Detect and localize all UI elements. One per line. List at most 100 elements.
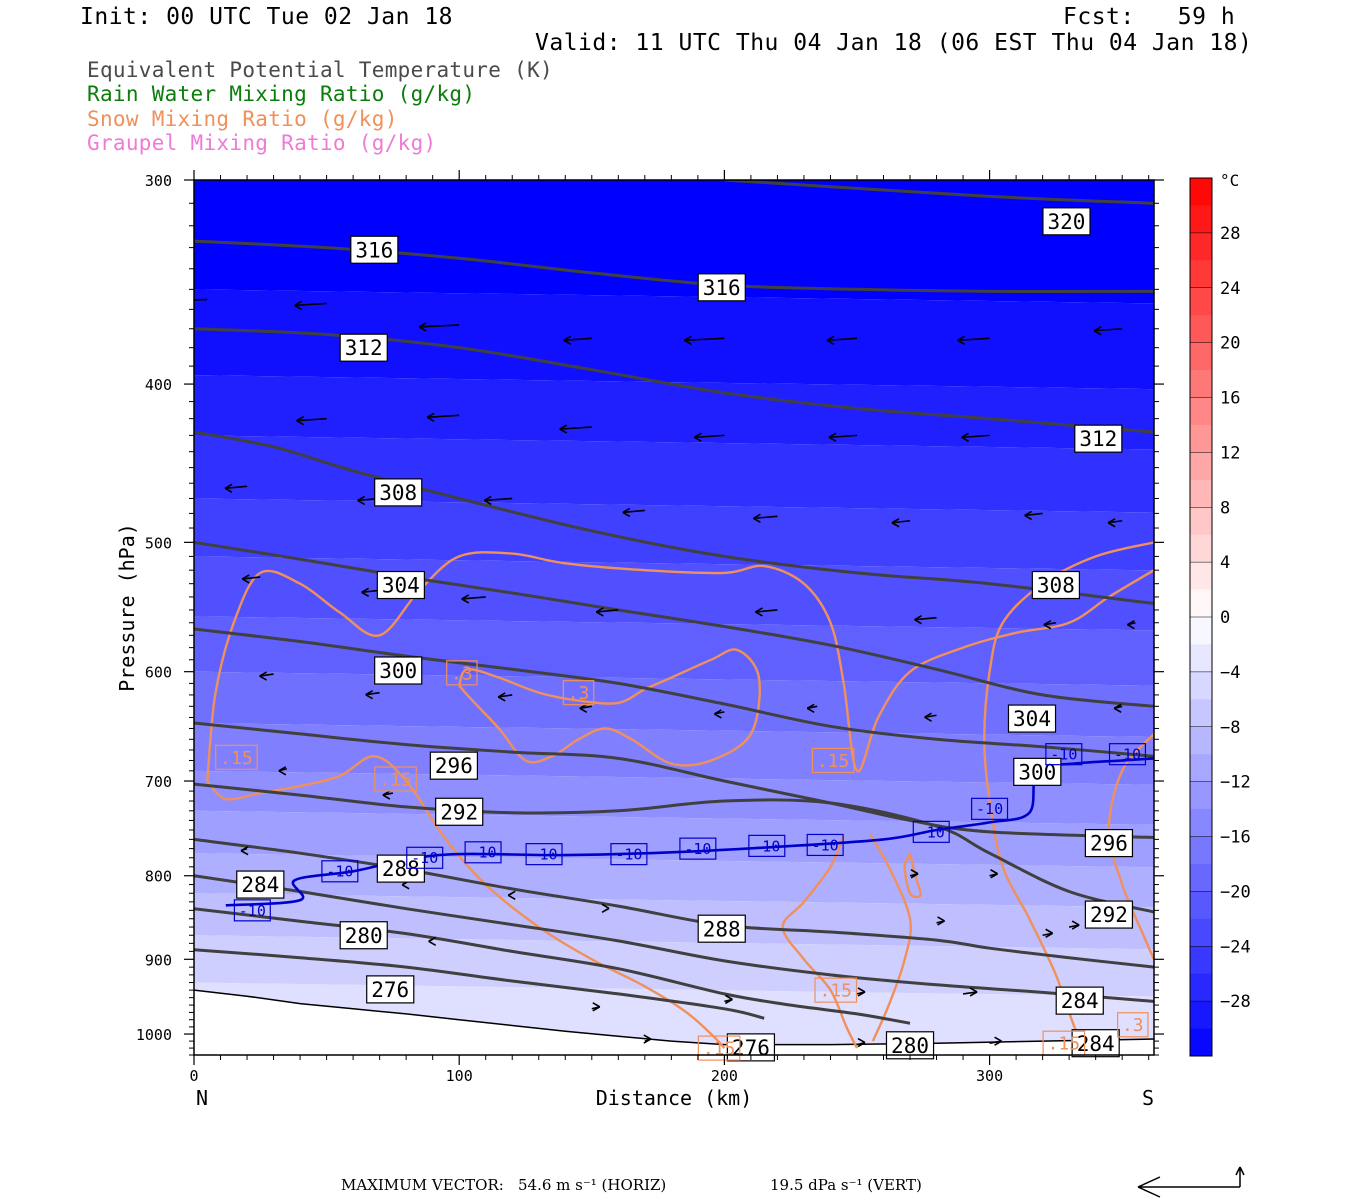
colorbar-swatch (1190, 287, 1212, 316)
contour-labels: 320 316 316 312 312 308 308 304 304 300 300 296 296 2… (215, 207, 1149, 1062)
theta-e-label: 292 (1084, 900, 1134, 929)
south-label: S (1142, 1086, 1154, 1110)
snow-contour (781, 834, 859, 1049)
colorbar-swatch (1190, 809, 1212, 837)
wind-vector (957, 335, 990, 345)
isotherm-label: -10 (1108, 743, 1147, 766)
colorbar-swatch (1190, 918, 1212, 947)
snow-contour (869, 834, 913, 1042)
wind-vector (382, 790, 394, 800)
colorbar: °C 28 24 20 16 12 8 4 0 −4 −8 −12 −16 −20 −24 −28 (1189, 171, 1251, 1057)
wind-vector (891, 518, 911, 528)
svg-text:.15: .15 (817, 751, 850, 772)
svg-text:312: 312 (1079, 427, 1117, 451)
valid-time: Valid: 11 UTC Thu 04 Jan 18 (06 EST Thu … (535, 30, 1253, 56)
wind-vector (1043, 620, 1057, 630)
x-tick-label: 300 (976, 1067, 1003, 1085)
y-tick-label: 600 (145, 664, 172, 682)
wind-vector (563, 335, 592, 345)
snow-label: .15 (697, 1035, 741, 1061)
wind-vector (595, 607, 619, 617)
svg-text:-10: -10 (531, 846, 558, 864)
svg-text:-10: -10 (1114, 746, 1141, 764)
svg-text:-10: -10 (753, 837, 780, 855)
temp-band (194, 893, 1154, 950)
snow-contour (1107, 733, 1154, 960)
theta-e-label: 276 (366, 975, 415, 1004)
colorbar-swatch (1190, 589, 1212, 618)
wind-vector (755, 607, 778, 617)
snow-label: .15 (1042, 1030, 1086, 1056)
svg-text:-10: -10 (326, 863, 353, 881)
axes: 300 400 500 600 700 800 900 1000 0 100 200 300 Dista… (115, 170, 1164, 1110)
colorbar-swatch (1190, 1001, 1212, 1030)
svg-text:316: 316 (355, 238, 393, 262)
snow-label: .15 (215, 744, 258, 770)
isotherm-label: -10 (464, 841, 502, 864)
theta-e-label: 296 (1084, 828, 1134, 858)
colorbar-label: 4 (1220, 553, 1230, 573)
snow-label: .15 (811, 747, 855, 774)
svg-text:.15: .15 (820, 981, 853, 1002)
y-tick-label: 900 (145, 951, 172, 969)
max-vector-label: MAXIMUM VECTOR: (341, 1176, 504, 1194)
wind-vector (365, 689, 380, 700)
colorbar-swatch (1190, 397, 1212, 426)
colorbar-label: −8 (1220, 718, 1240, 738)
colorbar-swatch (1190, 617, 1212, 645)
theta-e-label: 308 (1031, 570, 1081, 600)
theta-e-label: 304 (1007, 704, 1057, 733)
wind-vector (194, 298, 208, 301)
theta-e-label: 284 (1055, 986, 1104, 1015)
legend-theta-e: Equivalent Potential Temperature (K) (87, 58, 553, 82)
theta-e-label: 284 (1071, 1029, 1120, 1058)
svg-text:-10: -10 (615, 846, 642, 864)
colorbar-swatch (1190, 891, 1212, 920)
wind-vector (753, 513, 778, 524)
svg-text:308: 308 (379, 481, 417, 505)
wind-vector (856, 987, 866, 997)
colorbar-label: 0 (1220, 608, 1230, 628)
svg-text:.15: .15 (379, 769, 412, 790)
svg-text:288: 288 (382, 857, 420, 881)
wind-vector (693, 432, 725, 443)
snow-label: .15 (374, 766, 417, 792)
svg-text:308: 308 (1037, 574, 1075, 598)
wind-vector (826, 335, 858, 345)
isotherm-label: -10 (679, 837, 717, 860)
isotherm-label: -10 (233, 899, 271, 922)
wind-vector (856, 1037, 866, 1048)
snow-label: .3 (446, 660, 478, 686)
colorbar-swatch (1190, 370, 1212, 398)
snow-contour (206, 551, 1154, 782)
snow-label: .3 (1117, 1012, 1149, 1038)
colorbar-label: −16 (1220, 828, 1251, 848)
colorbar-label: 24 (1220, 279, 1240, 299)
svg-text:.3: .3 (568, 683, 590, 704)
colorbar-swatch (1190, 946, 1212, 975)
wind-vector (914, 614, 937, 625)
svg-text:280: 280 (891, 1034, 929, 1058)
wind-vector (224, 483, 248, 493)
legend-snow: Snow Mixing Ratio (g/kg) (87, 107, 398, 131)
svg-text:296: 296 (1090, 832, 1128, 856)
colorbar-swatch (1190, 507, 1212, 536)
forecast-hour: Fcst: 59 h (1063, 4, 1236, 30)
colorbar-label: 20 (1220, 334, 1240, 354)
wind-vector (1024, 510, 1043, 521)
svg-text:304: 304 (382, 574, 420, 598)
svg-text:.15: .15 (1048, 1034, 1081, 1055)
svg-text:320: 320 (1048, 210, 1086, 234)
svg-text:292: 292 (440, 800, 478, 824)
svg-text:-10: -10 (470, 844, 497, 862)
wind-vector (643, 1034, 652, 1044)
wind-vector (559, 424, 592, 434)
x-axis-label: Distance (km) (596, 1086, 753, 1110)
colorbar-label: −4 (1220, 663, 1240, 683)
colorbar-swatch (1190, 1028, 1212, 1057)
temp-band (194, 810, 1154, 868)
colorbar-label: 12 (1220, 443, 1240, 463)
colorbar-swatch (1190, 699, 1212, 728)
legend-graupel: Graupel Mixing Ratio (g/kg) (87, 131, 437, 155)
theta-e-contour-316 (194, 239, 1154, 294)
